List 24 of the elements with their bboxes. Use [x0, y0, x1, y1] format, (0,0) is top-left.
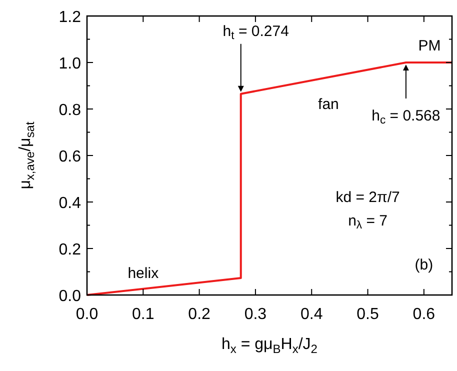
annotation: h$_{t}$ = 0.274 [222, 22, 289, 42]
x-tick-label: 0.5 [356, 306, 379, 323]
y-tick-label: 0.8 [58, 102, 82, 119]
x-tick-label: 0.4 [300, 306, 323, 323]
x-axis-title: h$_{x}$ = gμ$_{B}$H$_{x}$/J$_{2}$ [222, 336, 318, 356]
annotation: n$_{λ}$ = 7 [348, 212, 388, 232]
annotation: helix [128, 265, 160, 282]
annotation: (b) [414, 256, 434, 274]
x-tick-label: 0.2 [188, 306, 211, 323]
y-tick-label: 0.6 [58, 148, 82, 166]
x-tick-label: 0.0 [76, 306, 98, 323]
annotation: PM [418, 38, 441, 54]
y-tick-label: 0.4 [58, 195, 82, 212]
annotation: h$_{c}$ = 0.568 [372, 108, 440, 127]
y-tick-label: 1.2 [58, 9, 82, 26]
x-tick-label: 0.6 [412, 306, 436, 323]
x-tick-label: 0.3 [244, 306, 267, 323]
annotation: fan [318, 96, 339, 113]
annotation: kd = 2π/7 [336, 189, 400, 206]
x-tick-label: 0.1 [132, 306, 154, 323]
y-tick-label: 0.2 [58, 242, 82, 258]
y-tick-label: 1.0 [58, 56, 82, 72]
line-series [86, 62, 453, 296]
y-tick-label: 0.0 [58, 288, 82, 305]
